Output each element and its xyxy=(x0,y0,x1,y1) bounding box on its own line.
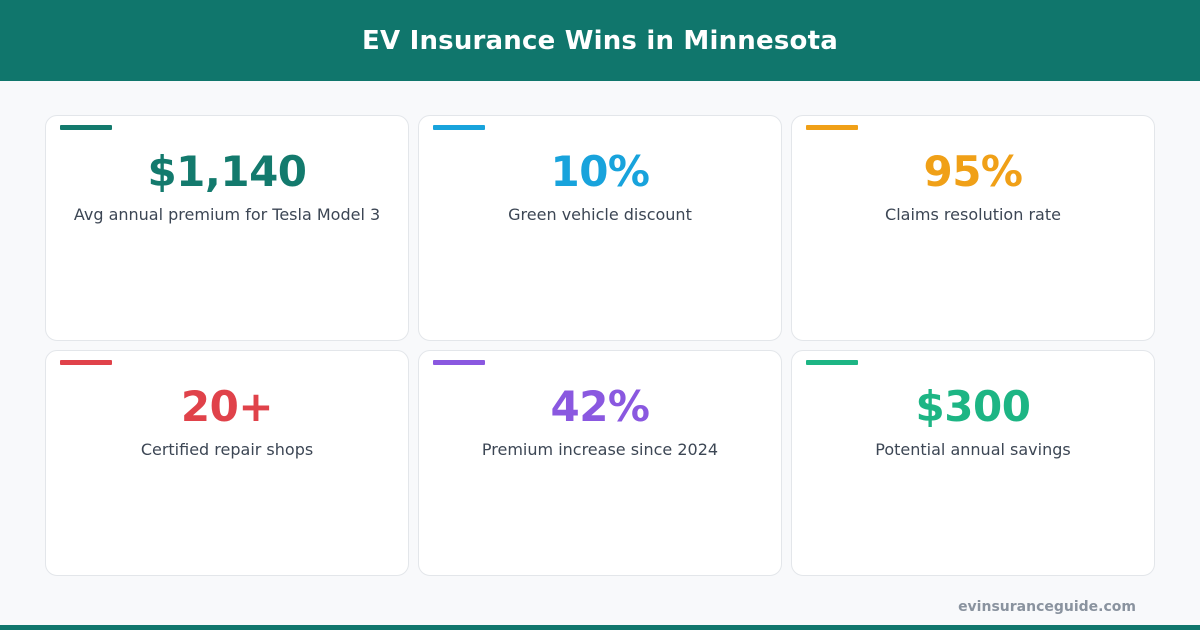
stats-grid: $1,140 Avg annual premium for Tesla Mode… xyxy=(45,115,1155,576)
stat-value: 95% xyxy=(923,147,1023,196)
stat-card: $300 Potential annual savings xyxy=(791,350,1155,576)
stat-value: 10% xyxy=(550,147,650,196)
stat-label: Claims resolution rate xyxy=(885,205,1061,224)
stat-card: 42% Premium increase since 2024 xyxy=(418,350,782,576)
stat-label: Avg annual premium for Tesla Model 3 xyxy=(73,205,381,224)
stat-value: $300 xyxy=(915,382,1031,431)
stat-label: Green vehicle discount xyxy=(508,205,692,224)
stat-card: 10% Green vehicle discount xyxy=(418,115,782,341)
stat-label: Potential annual savings xyxy=(875,440,1071,459)
stat-card: $1,140 Avg annual premium for Tesla Mode… xyxy=(45,115,409,341)
stat-card: 20+ Certified repair shops xyxy=(45,350,409,576)
card-accent-bar xyxy=(433,360,485,365)
card-accent-bar xyxy=(806,360,858,365)
card-accent-bar xyxy=(806,125,858,130)
stat-label: Certified repair shops xyxy=(140,440,314,459)
stat-label: Premium increase since 2024 xyxy=(481,440,719,459)
stat-value: $1,140 xyxy=(147,147,307,196)
stat-value: 20+ xyxy=(180,382,274,431)
card-accent-bar xyxy=(60,360,112,365)
site-url: evinsuranceguide.com xyxy=(958,599,1136,615)
header-banner: EV Insurance Wins in Minnesota xyxy=(0,0,1200,81)
card-accent-bar xyxy=(433,125,485,130)
stat-value: 42% xyxy=(550,382,650,431)
stat-card: 95% Claims resolution rate xyxy=(791,115,1155,341)
page-title: EV Insurance Wins in Minnesota xyxy=(362,25,838,56)
footer-bar xyxy=(0,625,1200,630)
card-accent-bar xyxy=(60,125,112,130)
